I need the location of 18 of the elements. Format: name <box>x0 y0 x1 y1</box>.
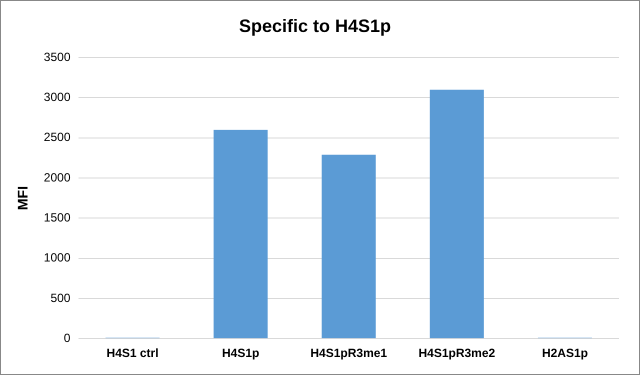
x-tick-label: H4S1p <box>222 346 260 360</box>
y-axis-title: MFI <box>14 186 30 210</box>
x-tick-label: H4S1 ctrl <box>106 346 159 360</box>
x-tick-label: H4S1pR3me1 <box>310 346 388 360</box>
y-tick-label: 500 <box>50 290 71 305</box>
bar <box>322 154 376 338</box>
x-tick-label: H2AS1p <box>542 346 588 360</box>
chart-title: Specific to H4S1p <box>238 16 392 36</box>
y-tick-label: 2000 <box>44 170 71 184</box>
bar <box>214 130 268 338</box>
y-tick-label: 2500 <box>44 130 71 144</box>
y-tick-label: 1500 <box>44 210 71 224</box>
y-tick-label: 3500 <box>44 50 71 64</box>
y-tick-label: 1000 <box>44 250 71 265</box>
y-tick-label: 0 <box>64 330 71 345</box>
y-tick-label: 3000 <box>44 90 71 104</box>
bar <box>430 90 484 338</box>
x-tick-label: H4S1pR3me2 <box>418 346 496 360</box>
